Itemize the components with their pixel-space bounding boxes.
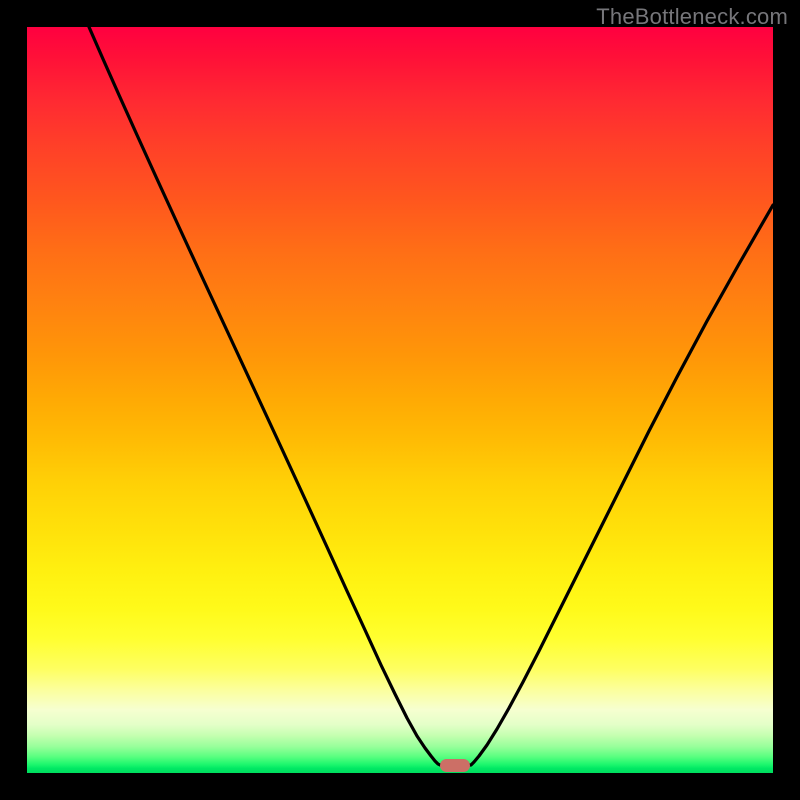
bottleneck-curve bbox=[27, 27, 773, 773]
chart-container: TheBottleneck.com bbox=[0, 0, 800, 800]
v-curve-path bbox=[89, 27, 773, 765]
optimal-point-marker bbox=[440, 759, 470, 772]
plot-area bbox=[27, 27, 773, 773]
